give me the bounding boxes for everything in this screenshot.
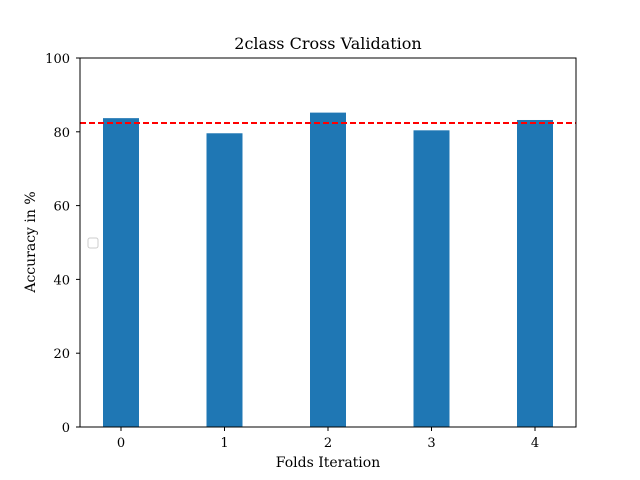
x-tick-label: 4 bbox=[531, 436, 539, 451]
x-tick-label: 2 bbox=[324, 436, 332, 451]
empty-legend-box bbox=[87, 237, 99, 249]
y-tick-label: 20 bbox=[53, 347, 70, 362]
bar-fold-0 bbox=[103, 118, 139, 427]
y-tick-label: 0 bbox=[62, 421, 70, 436]
y-tick-label: 100 bbox=[45, 52, 70, 67]
y-axis-ticks: 0 20 40 60 80 100 bbox=[45, 52, 80, 436]
y-tick-label: 40 bbox=[53, 273, 70, 288]
x-tick-label: 1 bbox=[220, 436, 228, 451]
x-tick-label: 3 bbox=[427, 436, 435, 451]
bar-fold-4 bbox=[517, 119, 553, 427]
x-axis-ticks: 0 1 2 3 4 bbox=[117, 427, 539, 451]
x-axis-label: Folds Iteration bbox=[276, 455, 380, 471]
bar-fold-3 bbox=[413, 130, 450, 427]
y-tick-label: 60 bbox=[53, 200, 70, 215]
x-tick-label: 0 bbox=[117, 436, 125, 451]
chart-title: 2class Cross Validation bbox=[234, 34, 421, 53]
bars-layer bbox=[103, 112, 553, 427]
y-axis-label: Accuracy in % bbox=[23, 191, 39, 293]
bar-fold-2 bbox=[310, 112, 346, 427]
bar-fold-1 bbox=[206, 133, 243, 427]
y-tick-label: 80 bbox=[53, 126, 70, 141]
